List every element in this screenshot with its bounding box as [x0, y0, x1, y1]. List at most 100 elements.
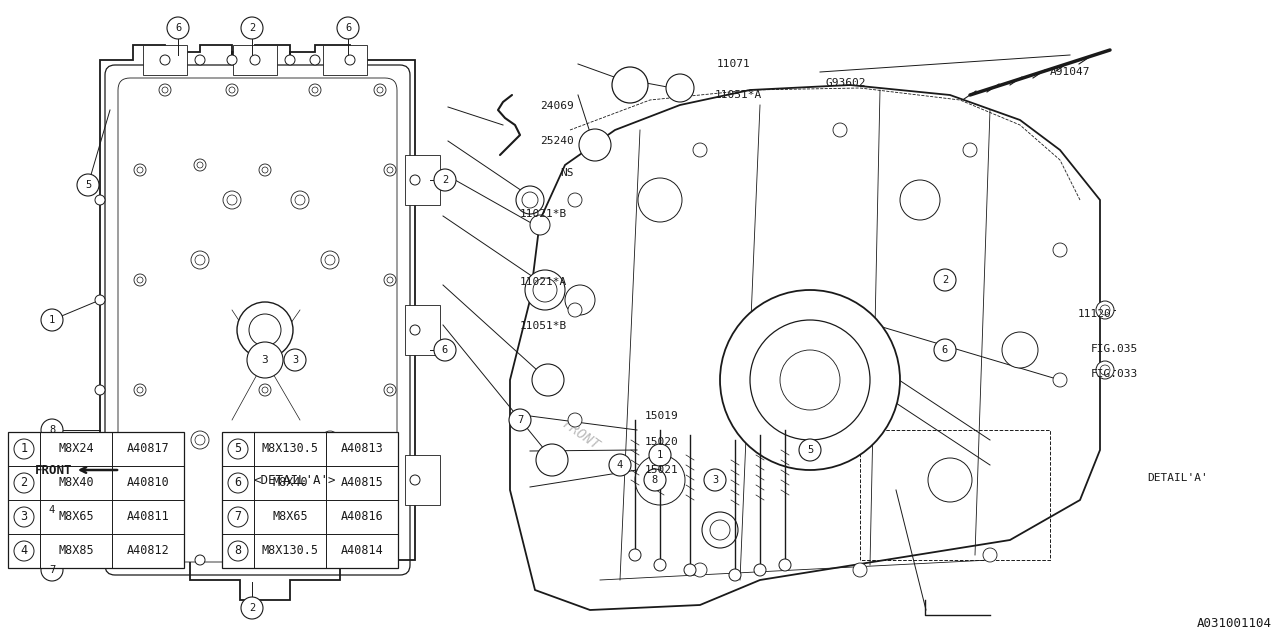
- Circle shape: [628, 549, 641, 561]
- Circle shape: [337, 17, 358, 39]
- Circle shape: [294, 195, 305, 205]
- Circle shape: [346, 55, 355, 65]
- Circle shape: [692, 563, 707, 577]
- Bar: [8, 432, 184, 568]
- Circle shape: [291, 191, 308, 209]
- Circle shape: [41, 499, 63, 521]
- Circle shape: [704, 469, 726, 491]
- Text: 11021*B: 11021*B: [520, 209, 567, 220]
- Text: G93602: G93602: [826, 78, 867, 88]
- Circle shape: [963, 143, 977, 157]
- Polygon shape: [84, 45, 430, 600]
- Bar: [84, 450, 131, 505]
- Circle shape: [163, 87, 168, 93]
- Text: 8: 8: [49, 425, 55, 435]
- Text: 11120: 11120: [1078, 308, 1111, 319]
- Circle shape: [262, 167, 268, 173]
- Circle shape: [166, 17, 189, 39]
- Circle shape: [387, 387, 393, 393]
- Text: 2: 2: [20, 477, 28, 490]
- Circle shape: [637, 178, 682, 222]
- Text: M8X130.5: M8X130.5: [261, 545, 319, 557]
- Text: 7: 7: [234, 511, 242, 524]
- Circle shape: [308, 84, 321, 96]
- Circle shape: [14, 439, 35, 459]
- Text: 25240: 25240: [540, 136, 573, 146]
- Text: A40812: A40812: [127, 545, 169, 557]
- Bar: [233, 45, 276, 75]
- Circle shape: [568, 303, 582, 317]
- Circle shape: [780, 559, 791, 571]
- Circle shape: [312, 537, 317, 543]
- Circle shape: [95, 295, 105, 305]
- Circle shape: [983, 548, 997, 562]
- Circle shape: [525, 270, 564, 310]
- Circle shape: [160, 55, 170, 65]
- Circle shape: [410, 475, 420, 485]
- Circle shape: [134, 274, 146, 286]
- Circle shape: [568, 193, 582, 207]
- Circle shape: [516, 186, 544, 214]
- Circle shape: [195, 255, 205, 265]
- Text: M8X65: M8X65: [273, 511, 307, 524]
- Circle shape: [262, 387, 268, 393]
- Bar: [404, 455, 440, 505]
- Bar: [323, 45, 367, 75]
- Text: <DETAIL'A'>: <DETAIL'A'>: [253, 474, 337, 486]
- Circle shape: [259, 164, 271, 176]
- Circle shape: [227, 84, 238, 96]
- Circle shape: [134, 164, 146, 176]
- Text: NS: NS: [559, 168, 573, 178]
- Text: 3: 3: [712, 475, 718, 485]
- Bar: [404, 155, 440, 205]
- Text: 15020: 15020: [645, 436, 678, 447]
- Circle shape: [229, 87, 236, 93]
- Circle shape: [134, 484, 146, 496]
- FancyBboxPatch shape: [118, 78, 397, 562]
- Circle shape: [509, 409, 531, 431]
- Text: 3: 3: [20, 511, 28, 524]
- Circle shape: [250, 314, 282, 346]
- Circle shape: [434, 169, 456, 191]
- Circle shape: [410, 175, 420, 185]
- Text: 6: 6: [234, 477, 242, 490]
- Circle shape: [644, 469, 666, 491]
- Circle shape: [378, 87, 383, 93]
- Circle shape: [1053, 373, 1068, 387]
- Circle shape: [710, 520, 730, 540]
- Circle shape: [227, 534, 238, 546]
- Circle shape: [852, 563, 867, 577]
- Circle shape: [609, 454, 631, 476]
- Circle shape: [666, 74, 694, 102]
- Circle shape: [928, 458, 972, 502]
- Circle shape: [14, 507, 35, 527]
- Circle shape: [321, 251, 339, 269]
- Text: 5: 5: [806, 445, 813, 455]
- Circle shape: [934, 339, 956, 361]
- Circle shape: [227, 55, 237, 65]
- Text: A40814: A40814: [340, 545, 384, 557]
- Circle shape: [654, 559, 666, 571]
- Text: 4: 4: [20, 545, 28, 557]
- Text: 7: 7: [517, 415, 524, 425]
- Text: 1: 1: [657, 450, 663, 460]
- Circle shape: [684, 564, 696, 576]
- Text: 6: 6: [942, 345, 948, 355]
- Circle shape: [195, 555, 205, 565]
- Circle shape: [1096, 301, 1114, 319]
- Circle shape: [237, 302, 293, 358]
- Circle shape: [532, 364, 564, 396]
- Text: 6: 6: [344, 23, 351, 33]
- Circle shape: [260, 555, 270, 565]
- Circle shape: [41, 309, 63, 331]
- Circle shape: [325, 435, 335, 445]
- Circle shape: [612, 67, 648, 103]
- Circle shape: [137, 277, 143, 283]
- Circle shape: [321, 431, 339, 449]
- Circle shape: [536, 444, 568, 476]
- Circle shape: [191, 251, 209, 269]
- Text: 11021*A: 11021*A: [520, 276, 567, 287]
- Circle shape: [95, 195, 105, 205]
- Circle shape: [241, 17, 262, 39]
- Circle shape: [14, 541, 35, 561]
